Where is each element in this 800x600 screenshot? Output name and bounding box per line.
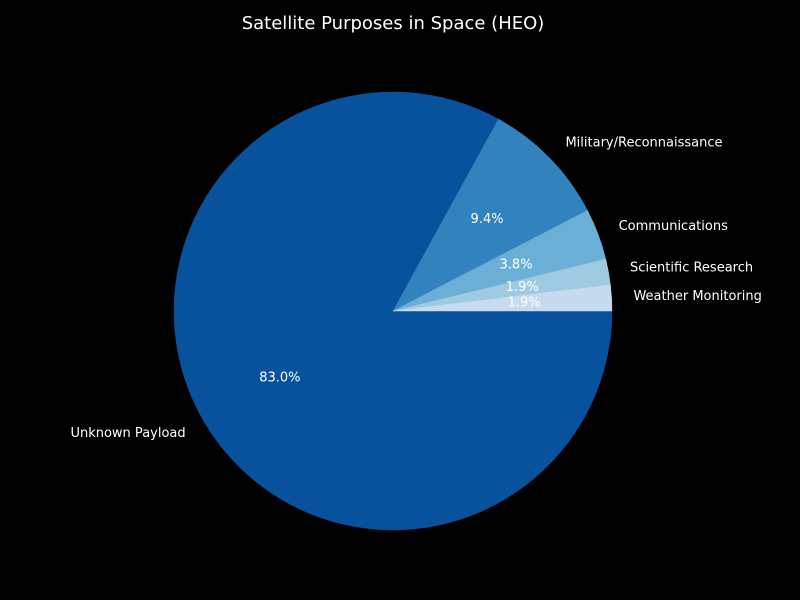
category-label: Scientific Research xyxy=(630,261,753,276)
pie-slice-weather-monitoring xyxy=(392,284,613,312)
percentage-label: 1.9% xyxy=(508,296,541,311)
pie-slices xyxy=(173,91,613,531)
chart-title: Satellite Purposes in Space (HEO) xyxy=(242,13,545,34)
percentage-label: 83.0% xyxy=(259,370,300,385)
percentage-label: 3.8% xyxy=(500,257,533,272)
percentage-label: 9.4% xyxy=(471,212,504,227)
category-label: Weather Monitoring xyxy=(633,289,761,304)
pie-labels: Unknown Payload 83.0% Military/Reconnaissa… xyxy=(70,135,761,441)
category-label: Unknown Payload xyxy=(70,426,185,441)
category-label: Military/Reconnaissance xyxy=(565,135,722,150)
category-label: Communications xyxy=(619,219,728,234)
pie-slice-military-reconnaissance xyxy=(392,118,588,312)
percentage-label: 1.9% xyxy=(506,280,539,295)
